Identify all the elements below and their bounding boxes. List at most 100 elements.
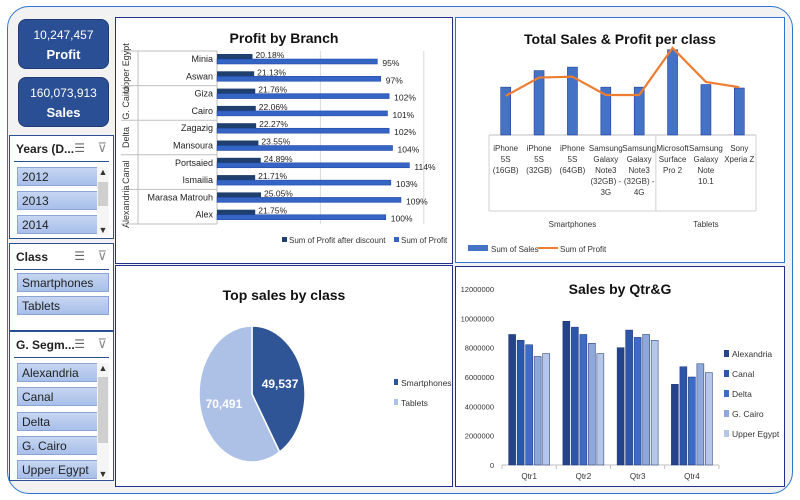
category-label: (32GB) xyxy=(526,166,552,175)
legend-label: Smartphones xyxy=(401,378,452,388)
slicer-item-upper-egypt[interactable]: Upper Egypt xyxy=(17,460,103,479)
data-label: 102% xyxy=(394,93,416,103)
data-label: 21.71% xyxy=(258,171,287,181)
bar-sales xyxy=(533,70,545,136)
slicer-item-2014[interactable]: 2014 xyxy=(17,215,103,234)
legend-label: Sum of Profit xyxy=(560,245,607,254)
scroll-up-icon[interactable]: ▲ xyxy=(98,167,108,177)
category-label: Note3 xyxy=(629,166,651,175)
bar-upper-egypt xyxy=(542,353,550,466)
slicer-item-delta[interactable]: Delta xyxy=(17,412,103,431)
bar-alexandria xyxy=(508,334,516,466)
x-tick-label: Qtr3 xyxy=(630,472,646,481)
y-tick-label: 8000000 xyxy=(465,344,494,353)
multi-select-icon[interactable]: ☰ xyxy=(74,249,85,263)
chart-title: Sales by Qtr&G xyxy=(568,281,672,297)
data-label: 20.18% xyxy=(255,50,284,60)
multi-select-icon[interactable]: ☰ xyxy=(74,141,85,155)
slicer-item-canal[interactable]: Canal xyxy=(17,387,103,406)
legend-label: Sum of Profit xyxy=(401,236,448,245)
bar-alexandria xyxy=(562,321,571,466)
years-scrollbar[interactable]: ▲ ▼ xyxy=(97,167,109,235)
sales-by-qtr-chart: 0 2000000 4000000 6000000 8000000 10000000 120… xyxy=(461,285,780,481)
data-label: 97% xyxy=(386,75,403,85)
slicer-item-2012[interactable]: 2012 xyxy=(17,167,103,186)
category-label: Giza xyxy=(194,89,213,99)
category-label: Microsoft xyxy=(656,144,689,153)
bar-sales xyxy=(700,84,712,136)
legend-swatch xyxy=(724,390,729,397)
bar-delta xyxy=(525,344,533,466)
kpi-profit-label: Profit xyxy=(46,47,81,62)
clear-filter-icon[interactable]: ⊽ xyxy=(97,336,107,351)
bar-sales xyxy=(600,86,612,136)
bar-alexandria xyxy=(616,347,625,466)
bar-profit xyxy=(216,110,388,117)
y-tick-label: 4000000 xyxy=(465,402,494,411)
data-label: 21.76% xyxy=(258,85,287,95)
bar-profit xyxy=(216,214,387,220)
bar-profit-after-discount xyxy=(217,209,256,215)
segment-slicer-title: G. Segm... xyxy=(16,338,75,352)
clear-filter-icon[interactable]: ⊽ xyxy=(97,140,107,155)
category-label: Zagazig xyxy=(181,123,213,133)
scroll-thumb[interactable] xyxy=(98,182,108,206)
legend-label: Alexandria xyxy=(732,349,772,359)
slicer-item-2013[interactable]: 2013 xyxy=(17,191,103,210)
bar-sales xyxy=(734,87,745,136)
slicer-item-smartphones[interactable]: Smartphones xyxy=(17,273,109,292)
bar-profit xyxy=(216,127,390,134)
years-slicer: Years (D... ☰ ⊽ 2012 2013 2014 ▲ ▼ xyxy=(9,135,114,239)
category-label: Minia xyxy=(191,54,213,64)
slicer-item-tablets[interactable]: Tablets xyxy=(17,296,109,315)
scroll-thumb[interactable] xyxy=(98,377,108,443)
legend-label: Sum of Profit after discount xyxy=(289,236,386,245)
multi-select-icon[interactable]: ☰ xyxy=(74,337,85,351)
category-label: iPhone xyxy=(560,144,585,153)
clear-filter-icon[interactable]: ⊽ xyxy=(97,248,107,263)
category-label: (32GB) - xyxy=(590,177,621,186)
category-label: Alex xyxy=(195,210,213,220)
bar-profit-after-discount xyxy=(217,192,262,198)
bar-upper-egypt xyxy=(596,353,605,466)
years-slicer-title: Years (D... xyxy=(16,142,75,156)
bar-canal xyxy=(679,366,688,466)
bar-profit xyxy=(216,76,381,82)
data-label: 23.55% xyxy=(261,137,290,147)
category-label: Mansoura xyxy=(173,141,213,151)
segment-scrollbar[interactable]: ▲ ▼ xyxy=(97,363,109,479)
kpi-profit-card: 10,247,457 Profit xyxy=(18,19,109,69)
bar-profit-after-discount xyxy=(217,123,257,129)
bar-upper-egypt xyxy=(705,372,713,466)
bar-profit xyxy=(216,179,392,186)
bar-sales xyxy=(567,66,578,136)
scroll-up-icon[interactable]: ▲ xyxy=(98,363,108,373)
group-label: Alexandria xyxy=(121,185,131,228)
category-label: Sony xyxy=(730,144,748,153)
data-label: 21.75% xyxy=(258,206,287,216)
scroll-down-icon[interactable]: ▼ xyxy=(98,225,108,235)
legend-swatch xyxy=(468,245,488,251)
bar-sales xyxy=(667,49,678,136)
scroll-down-icon[interactable]: ▼ xyxy=(98,469,108,479)
data-label: 95% xyxy=(382,58,399,68)
bar-delta xyxy=(688,376,696,466)
y-tick-label: 10000000 xyxy=(461,314,494,323)
data-label: 100% xyxy=(391,214,413,224)
data-label: 103% xyxy=(396,179,418,189)
bar-profit-after-discount xyxy=(217,105,256,111)
kpi-sales-value: 160,073,913 xyxy=(30,86,97,100)
y-tick-label: 2000000 xyxy=(465,432,494,441)
category-label: iPhone xyxy=(493,144,518,153)
slicer-item-g-cairo[interactable]: G. Cairo xyxy=(17,436,103,455)
kpi-sales-card: 160,073,913 Sales xyxy=(18,77,109,127)
group-label: Tablets xyxy=(693,220,718,229)
bar-canal xyxy=(516,340,525,466)
slicer-item-alexandria[interactable]: Alexandria xyxy=(17,363,103,382)
data-label: 114% xyxy=(414,162,436,172)
group-label: Smartphones xyxy=(549,220,597,229)
kpi-sales-label: Sales xyxy=(46,105,81,120)
data-label: 22.27% xyxy=(259,119,288,129)
chart-title: Top sales by class xyxy=(222,287,346,303)
legend-swatch xyxy=(724,370,729,377)
